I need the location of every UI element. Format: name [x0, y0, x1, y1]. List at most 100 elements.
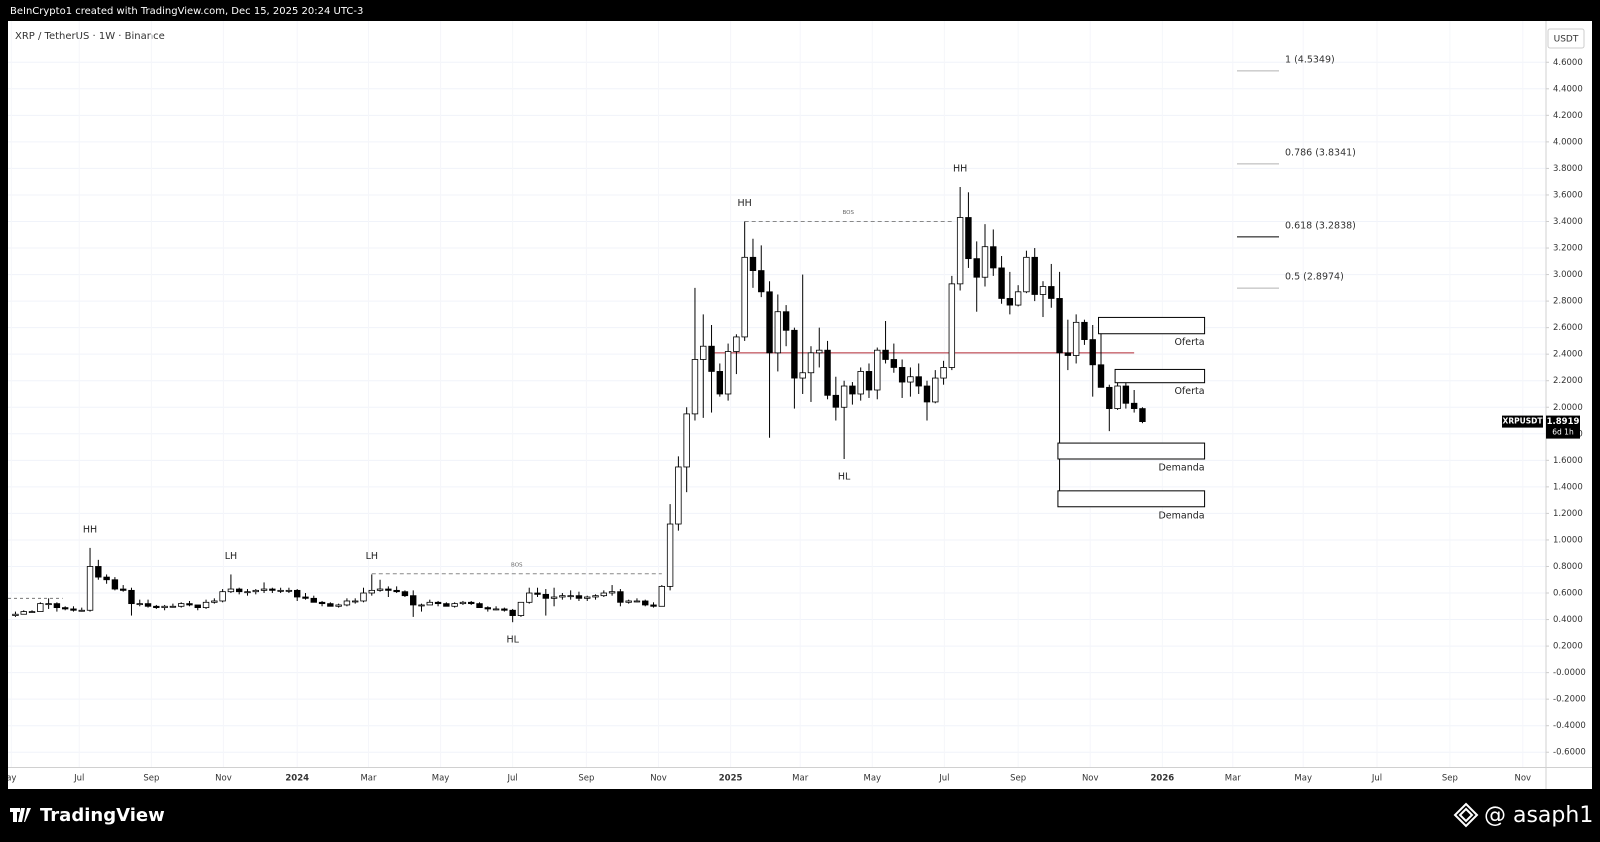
- x-tick-label: Nov: [215, 774, 232, 784]
- y-tick-label: 3.8000: [1553, 164, 1583, 174]
- bos-label: BOS: [511, 562, 523, 568]
- currency-label: USDT: [1554, 35, 1579, 45]
- candle-body: [177, 603, 185, 607]
- x-tick-label: Nov: [1082, 774, 1099, 784]
- candle-body: [368, 589, 375, 594]
- candle-body: [691, 359, 699, 415]
- candle-body: [202, 601, 210, 609]
- candle-body: [103, 576, 110, 581]
- candle-body: [708, 345, 715, 372]
- y-tick-label: 2.0000: [1553, 403, 1583, 413]
- y-tick-label: 0.8000: [1553, 562, 1583, 572]
- candle-body: [45, 603, 52, 606]
- candle-body: [1023, 256, 1030, 293]
- candle-body: [1039, 286, 1047, 295]
- candle-body: [799, 372, 806, 379]
- candle-body: [302, 596, 309, 599]
- candle-body: [890, 359, 898, 368]
- x-tick-label: 2024: [285, 774, 309, 784]
- candle-body: [468, 601, 475, 605]
- x-tick-label: Nov: [650, 774, 667, 784]
- candle-body: [832, 394, 840, 408]
- candle-body: [898, 367, 906, 383]
- y-tick-label: 1.0000: [1553, 535, 1583, 545]
- candle-body: [608, 591, 616, 594]
- zone-box: [1057, 490, 1206, 508]
- candle-body: [517, 601, 525, 616]
- candle-body: [492, 608, 500, 611]
- swing-label: HH: [953, 163, 967, 174]
- candle-body: [119, 588, 127, 591]
- grid: [8, 21, 1546, 768]
- candle-body: [857, 371, 864, 395]
- candle-body: [666, 523, 674, 587]
- candle-body: [509, 609, 516, 616]
- y-tick-label: -0.6000: [1553, 748, 1586, 758]
- candle-body: [136, 603, 143, 606]
- candle-body: [625, 600, 632, 603]
- candle-body: [285, 589, 293, 592]
- swing-label: LH: [366, 551, 378, 562]
- candle-body: [20, 611, 27, 615]
- candle-body: [95, 566, 102, 578]
- x-tick-label: May: [864, 774, 882, 784]
- candle-body: [1130, 402, 1138, 409]
- candle-body: [824, 349, 831, 396]
- candle-body: [1089, 339, 1096, 366]
- candle-body: [782, 311, 790, 331]
- y-tick-label: 2.2000: [1553, 376, 1583, 386]
- candle-body: [310, 597, 317, 603]
- candle-body: [1081, 321, 1088, 340]
- candle-body: [874, 349, 881, 391]
- candle-body: [840, 385, 848, 408]
- swing-label: HL: [506, 635, 519, 646]
- candle-body: [766, 291, 773, 354]
- y-tick-label: 1.2000: [1553, 509, 1583, 519]
- candle-body: [1048, 286, 1055, 299]
- candle-body: [1056, 298, 1063, 354]
- candle-body: [260, 588, 268, 591]
- zone-box: [1057, 442, 1206, 460]
- candle-body: [617, 591, 624, 603]
- currency-box[interactable]: [1547, 28, 1585, 49]
- candle-body: [1097, 364, 1105, 388]
- candle-body: [28, 611, 36, 613]
- candle-body: [816, 349, 823, 354]
- x-tick-label: Sep: [578, 774, 594, 784]
- x-tick-label: May: [432, 774, 450, 784]
- y-tick-label: -0.4000: [1553, 721, 1586, 731]
- x-tick-label: ay: [6, 774, 16, 784]
- candle-body: [211, 600, 218, 603]
- x-tick-label: Jul: [507, 774, 518, 784]
- candle-body: [352, 600, 359, 603]
- candle-body: [1072, 321, 1080, 356]
- candle-body: [650, 604, 657, 607]
- candle-body: [186, 603, 193, 606]
- x-tick-label: Sep: [1442, 774, 1458, 784]
- y-tick-label: 0.2000: [1553, 642, 1583, 652]
- candle-body: [219, 591, 226, 602]
- candle-body: [194, 604, 201, 609]
- candle-body: [327, 603, 334, 607]
- candle-body: [78, 609, 85, 612]
- price-tag-countdown: 6d 1h: [1552, 428, 1574, 437]
- fib-label: 0.618 (3.2838): [1285, 220, 1356, 231]
- y-tick-label: 4.2000: [1553, 111, 1583, 121]
- fib-label: 0.786 (3.8341): [1285, 147, 1356, 158]
- candle-body: [418, 604, 425, 607]
- candle-body: [70, 608, 77, 611]
- candle-body: [343, 600, 351, 606]
- author-icon: [1453, 802, 1479, 828]
- candle-body: [584, 596, 591, 599]
- zone-label: Oferta: [1174, 337, 1204, 348]
- candle-body: [451, 603, 458, 607]
- swing-label: HL: [838, 472, 851, 483]
- x-tick-label: 2025: [719, 774, 743, 784]
- candle-body: [169, 605, 177, 608]
- zone-box: [1098, 316, 1206, 335]
- candle-body: [600, 592, 608, 597]
- swing-label: HH: [738, 198, 752, 209]
- x-tick-label: Mar: [360, 774, 377, 784]
- candle-body: [758, 270, 765, 293]
